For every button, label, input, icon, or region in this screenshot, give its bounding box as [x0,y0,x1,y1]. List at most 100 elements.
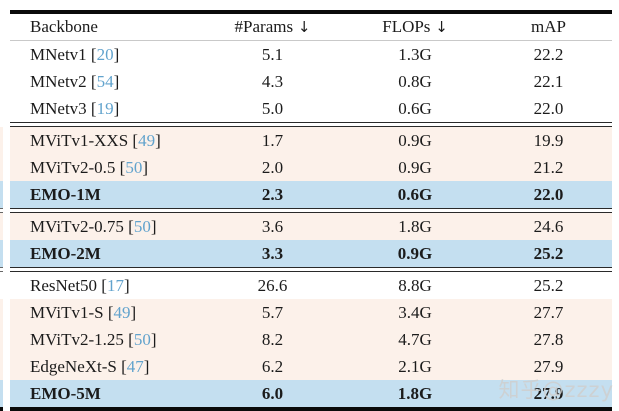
backbone-name: EMO-1M [30,185,101,204]
cell-map: 25.2 [533,244,564,263]
header-label: mAP [531,17,566,36]
cell-map: 22.1 [533,72,564,91]
header-row: Backbone #Params ↓ FLOPs ↓ mAP [10,14,612,40]
citation-bracket-close: ] [130,303,137,322]
cell-flops: 0.9G [397,244,433,263]
table-row: MNetv1 [20] 5.1 1.3G 22.2 [10,41,612,68]
citation-bracket-close: ] [150,217,157,236]
citation-link[interactable]: 50 [133,330,151,349]
citation-bracket-open: [ [86,45,97,64]
cell-flops: 0.6G [397,185,433,204]
citation-bracket-close: ] [142,158,148,177]
citation-link[interactable]: 47 [126,357,144,376]
header-params: #Params ↓ [200,14,345,40]
citation-bracket-close: ] [113,45,120,64]
header-label: Backbone [30,17,98,36]
cell-map: 25.2 [533,276,564,295]
cell-backbone: MViTv1-S [49] [10,299,200,326]
citation-bracket-open: [ [115,158,126,177]
group-separator-rule [10,122,612,127]
citation-link[interactable]: 19 [96,99,114,118]
cell-params: 4.3 [261,72,284,91]
cell-flops: 3.4G [398,303,432,322]
cell-map: 19.9 [533,131,564,150]
cell-flops: 0.9G [398,131,432,150]
descending-arrow-icon: ↓ [430,18,448,36]
cell-map: 22.0 [533,99,564,118]
citation-bracket-close: ] [143,357,150,376]
cell-backbone: MViTv2-1.25 [50] [10,326,200,353]
table-row: MViTv2-0.5 [50] 2.0 0.9G 21.2 [10,154,612,181]
citation-link[interactable]: 50 [125,158,143,177]
cell-params: 8.2 [261,330,284,349]
citation-bracket-open: [ [86,99,97,118]
cell-params: 2.0 [261,158,284,177]
cell-flops: 0.9G [398,158,432,177]
backbone-name: EMO-2M [30,244,101,263]
backbone-name: MViTv1-XXS [30,131,129,150]
cell-flops: 2.1G [398,357,432,376]
backbone-name: EMO-5M [30,384,101,403]
cell-params: 6.0 [261,384,284,403]
citation-link[interactable]: 20 [96,45,114,64]
cell-backbone: MViTv2-0.5 [50] [10,154,200,181]
table-row: EMO-2M 3.3 0.9G 25.2 [10,240,612,267]
citation-link[interactable]: 50 [133,217,151,236]
cell-params: 3.6 [261,217,284,236]
cell-backbone: MNetv3 [19] [10,95,200,122]
citation-link[interactable]: 54 [96,72,114,91]
table-row: EMO-5M 6.0 1.8G 27.9 [10,380,612,407]
backbone-name: MViTv2-0.75 [30,217,124,236]
cell-flops: 1.8G [398,217,432,236]
header-backbone: Backbone [10,14,200,40]
cell-params: 5.0 [261,99,284,118]
cell-params: 1.7 [261,131,284,150]
cell-backbone: ResNet50 [17] [10,272,200,299]
table-row: MViTv2-1.25 [50] 8.2 4.7G 27.8 [10,326,612,353]
citation-bracket-open: [ [128,131,139,150]
cell-map: 27.8 [533,330,564,349]
cell-map: 22.2 [533,45,564,64]
citation-bracket-open: [ [123,217,134,236]
cell-params: 5.1 [261,45,284,64]
cell-map: 22.0 [533,185,564,204]
cell-backbone: MViTv1-XXS [49] [10,127,200,154]
table-row: MViTv2-0.75 [50] 3.6 1.8G 24.6 [10,213,612,240]
cell-map: 27.9 [533,384,564,403]
backbone-name: MViTv2-1.25 [30,330,124,349]
group-separator-rule [10,267,612,272]
citation-link[interactable]: 49 [138,131,156,150]
citation-link[interactable]: 17 [106,276,124,295]
cell-backbone: MNetv2 [54] [10,68,200,95]
table-row: EdgeNeXt-S [47] 6.2 2.1G 27.9 [10,353,612,380]
table-row: MViTv1-S [49] 5.7 3.4G 27.7 [10,299,612,326]
citation-link[interactable]: 49 [113,303,131,322]
citation-bracket-open: [ [123,330,134,349]
citation-bracket-close: ] [123,276,130,295]
backbone-name: MNetv1 [30,45,87,64]
cell-flops: 1.3G [398,45,432,64]
table-bottom-rule [10,407,612,411]
header-rule [10,40,612,41]
cell-backbone: EdgeNeXt-S [47] [10,353,200,380]
citation-bracket-open: [ [86,72,97,91]
table-row: MViTv1-XXS [49] 1.7 0.9G 19.9 [10,127,612,154]
cell-backbone: EMO-5M [10,380,200,407]
results-table: Backbone #Params ↓ FLOPs ↓ mAP MNetv1 [20] 5… [10,10,612,411]
cell-backbone: EMO-2M [10,240,200,267]
cell-params: 6.2 [261,357,284,376]
citation-bracket-close: ] [155,131,161,150]
backbone-name: EdgeNeXt-S [30,357,117,376]
citation-bracket-close: ] [113,72,120,91]
cell-params: 5.7 [261,303,284,322]
citation-bracket-open: [ [103,303,114,322]
citation-bracket-close: ] [113,99,120,118]
cell-params: 26.6 [257,276,288,295]
cell-flops: 4.7G [398,330,432,349]
cell-map: 27.9 [533,357,564,376]
table-top-rule [10,10,612,14]
header-label: FLOPs [382,17,431,36]
header-flops: FLOPs ↓ [345,14,485,40]
table-row: EMO-1M 2.3 0.6G 22.0 [10,181,612,208]
